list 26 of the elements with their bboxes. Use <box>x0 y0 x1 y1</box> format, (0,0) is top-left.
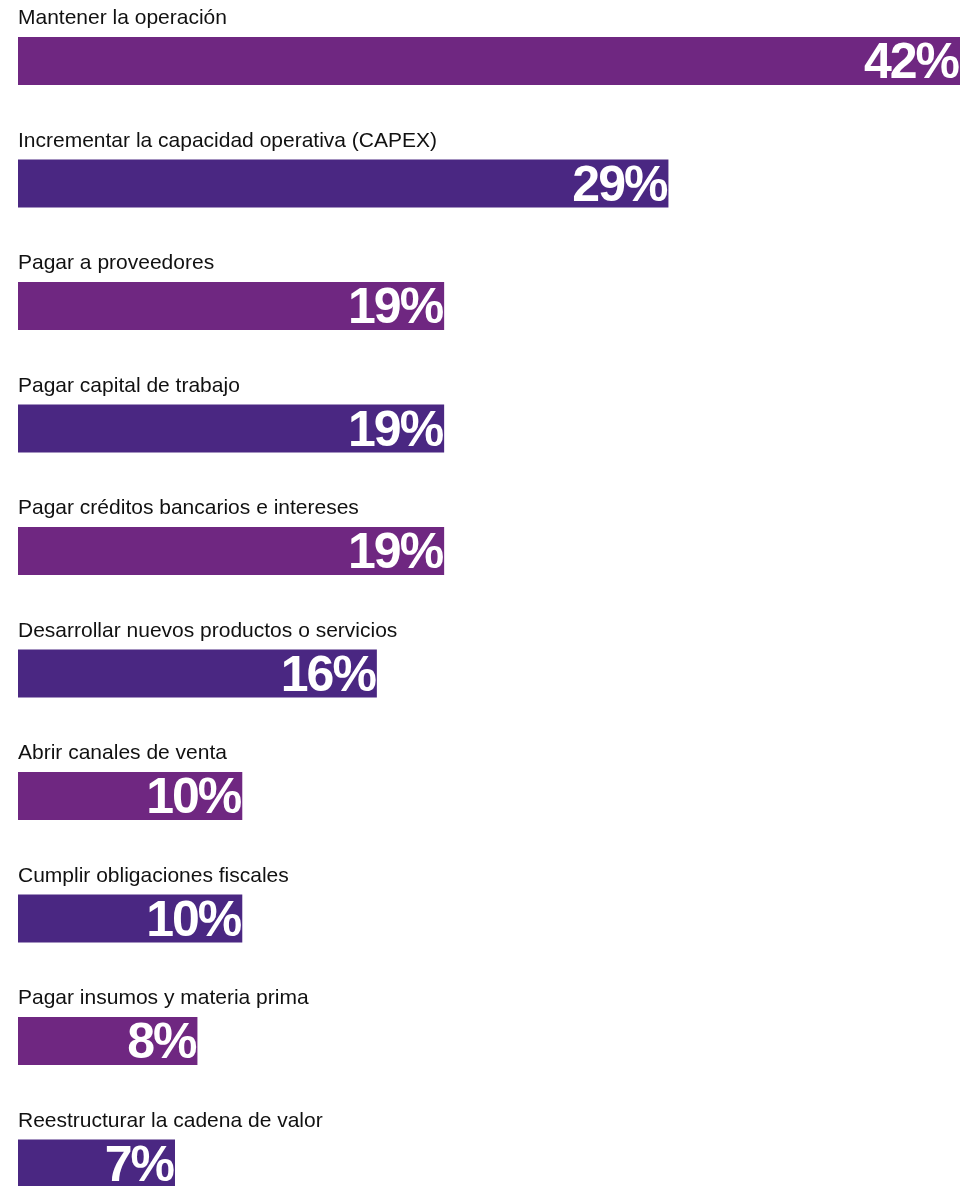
bar <box>18 527 445 575</box>
data-label: 42% <box>863 33 960 89</box>
data-label: 16% <box>280 645 377 702</box>
data-label: 8% <box>127 1013 197 1069</box>
bar <box>18 37 960 85</box>
data-label: 19% <box>348 523 444 579</box>
y-tick-label: Reestructurar la cadena de valor <box>18 1107 323 1131</box>
y-tick-label: Pagar insumos y materia prima <box>18 985 309 1008</box>
data-label: 10% <box>146 768 242 824</box>
data-label: 10% <box>146 890 242 947</box>
y-tick-label: Pagar créditos bancarios e intereses <box>18 495 359 518</box>
y-tick-label: Pagar capital de trabajo <box>18 372 240 396</box>
data-label: 19% <box>348 400 444 457</box>
data-label: 7% <box>104 1135 175 1186</box>
data-label: 19% <box>348 278 444 334</box>
bar <box>18 159 669 208</box>
y-tick-label: Mantener la operación <box>18 5 227 28</box>
bar <box>18 649 377 698</box>
bar <box>18 404 445 453</box>
y-tick-label: Incrementar la capacidad operativa (CAPEX) <box>18 127 438 151</box>
y-tick-label: Pagar a proveedores <box>18 250 215 273</box>
y-tick-label: Desarrollar nuevos productos o servicios <box>18 617 398 641</box>
data-label: 29% <box>572 155 668 212</box>
y-tick-label: Abrir canales de venta <box>18 740 228 763</box>
bar <box>18 282 445 330</box>
y-tick-label: Cumplir obligaciones fiscales <box>18 862 289 886</box>
